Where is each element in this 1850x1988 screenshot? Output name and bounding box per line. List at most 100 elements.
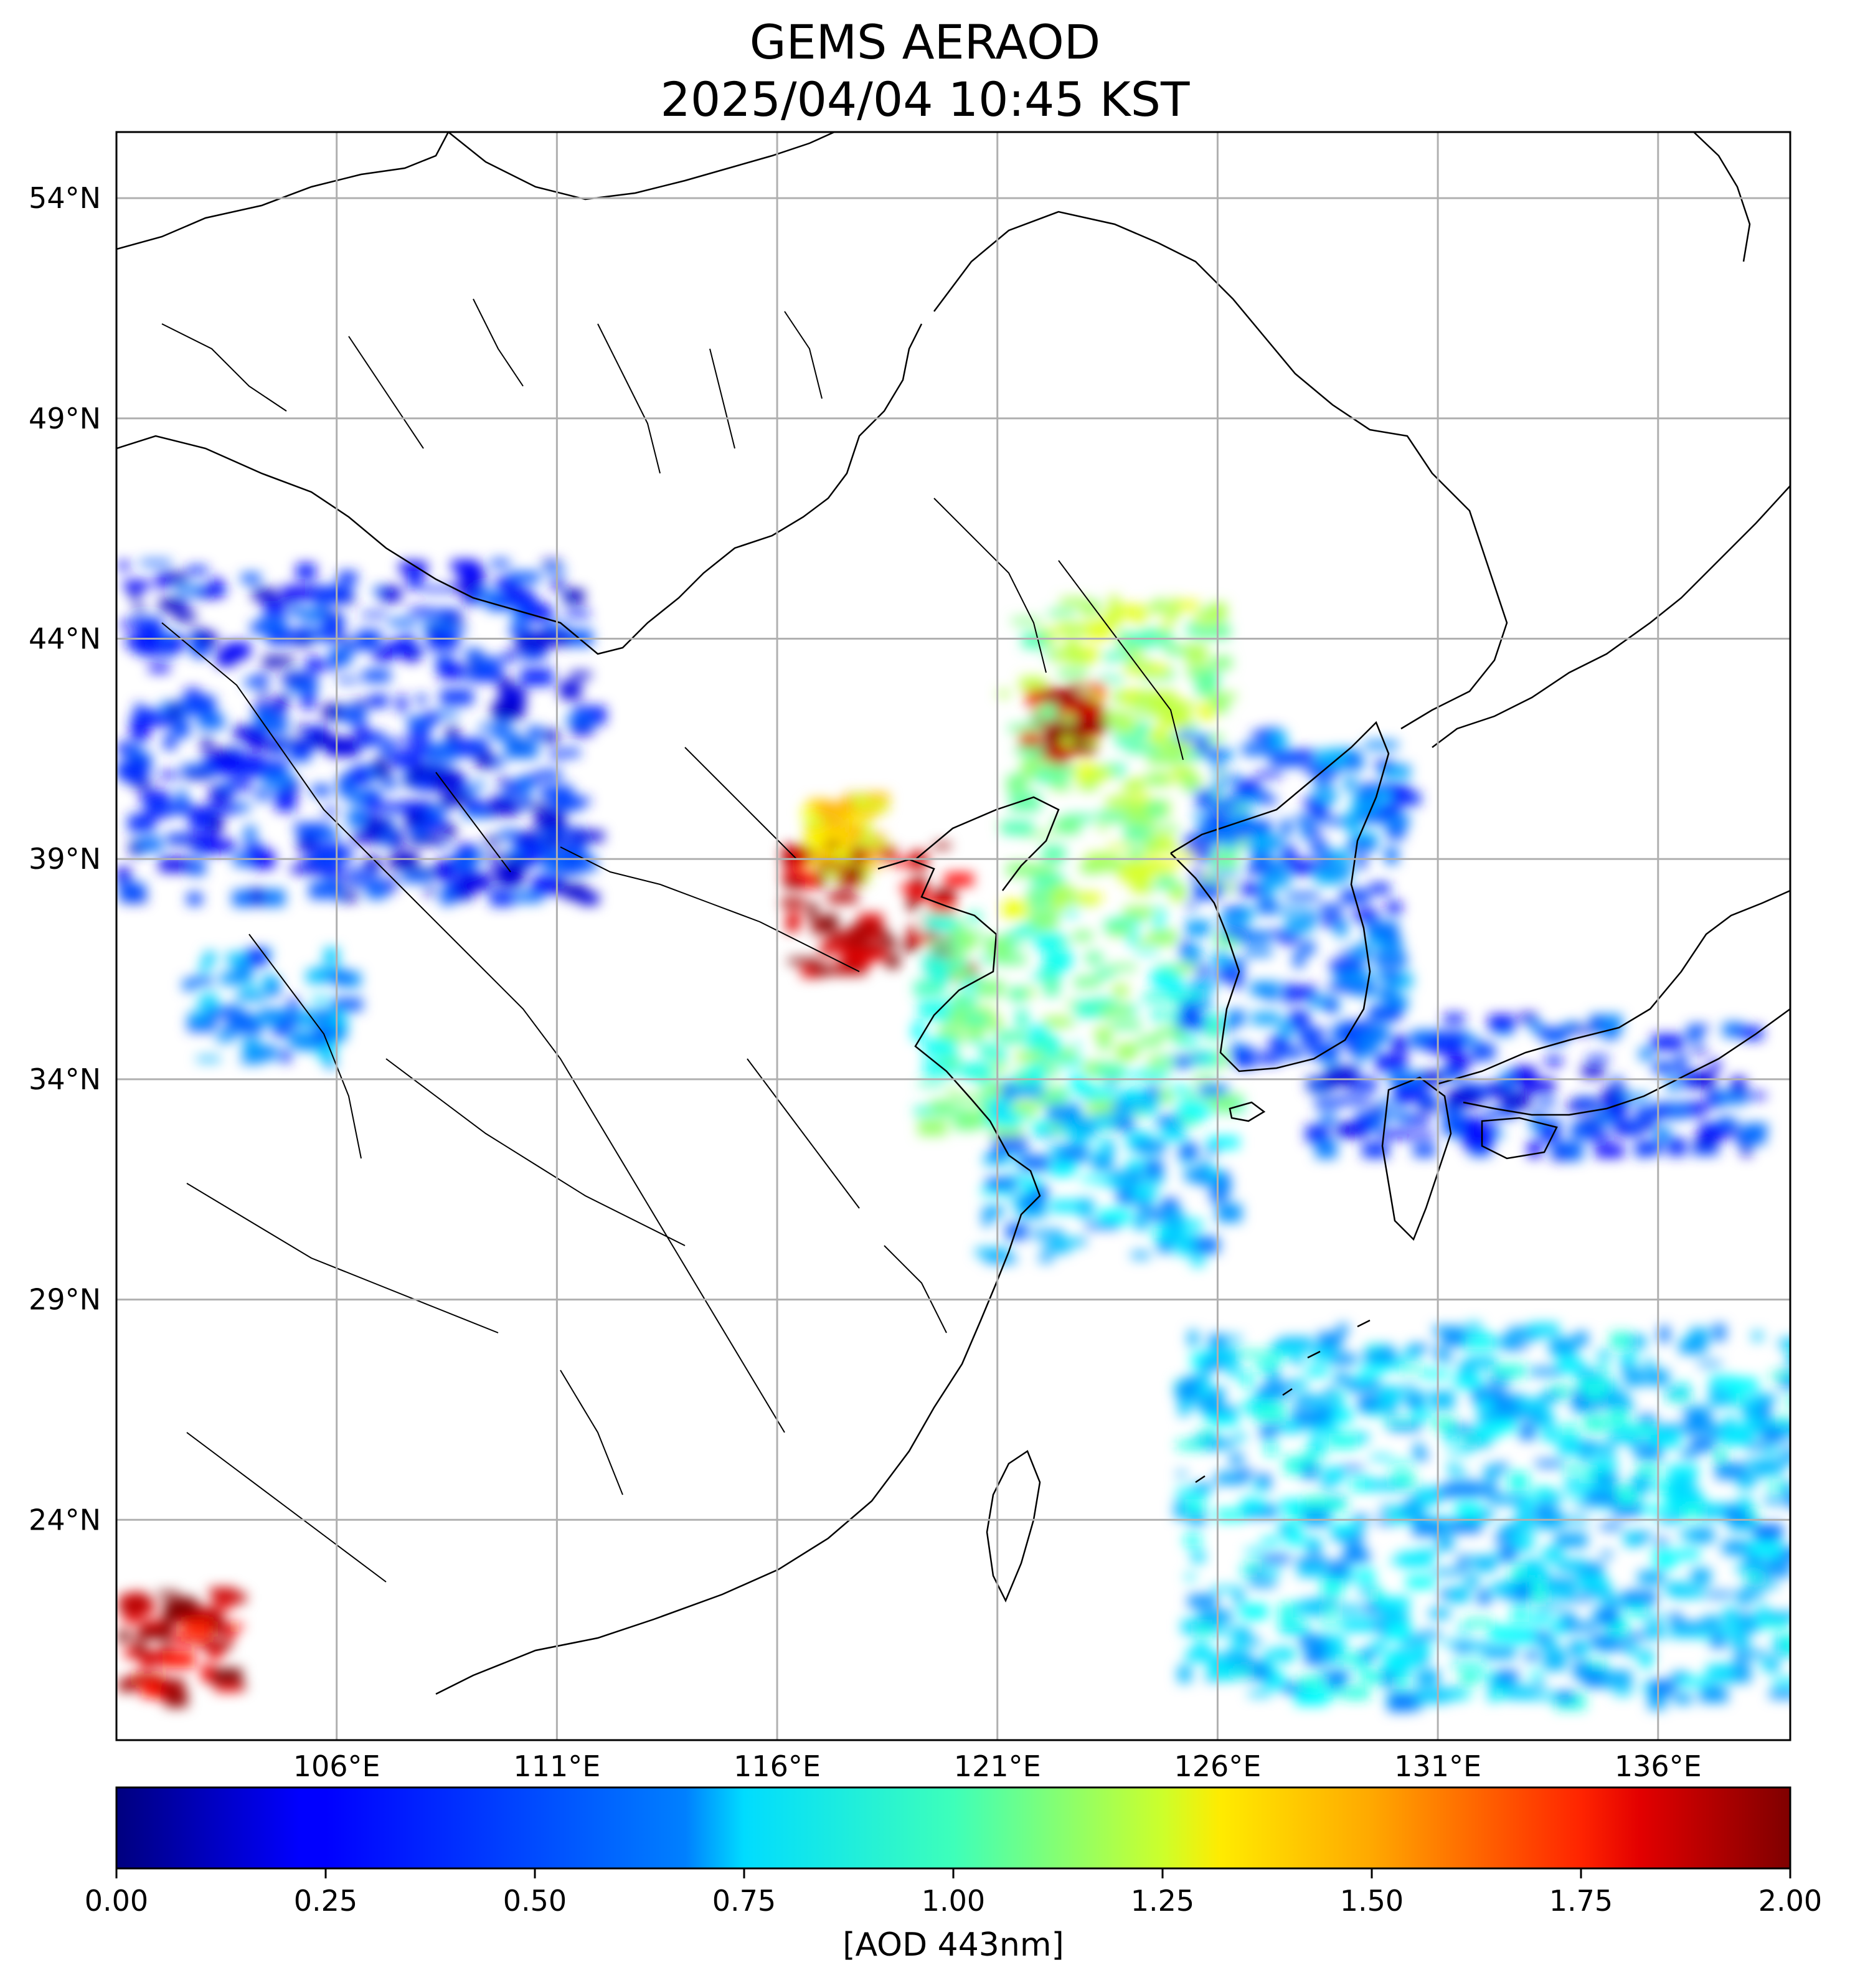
aod-pixel (1177, 1665, 1192, 1683)
aod-pixel (1510, 1342, 1527, 1350)
aod-pixel (187, 566, 208, 575)
aod-pixel (1050, 1200, 1079, 1213)
lat-tick-label: 54°N (29, 181, 101, 215)
aod-pixel (1726, 1378, 1758, 1393)
aod-pixel (1347, 840, 1376, 851)
aod-pixel (1268, 1649, 1291, 1654)
aod-pixel (1244, 1638, 1262, 1645)
aod-pixel (1672, 1621, 1704, 1629)
aod-pixel (1749, 1541, 1782, 1558)
aod-pixel (401, 871, 432, 883)
aod-pixel (1215, 1509, 1245, 1521)
aod-pixel (486, 656, 512, 663)
aod-pixel (1465, 1336, 1496, 1350)
aod-pixel (1174, 1500, 1186, 1519)
aod-pixel (1095, 1140, 1107, 1147)
aod-pixel (1185, 920, 1211, 936)
aod-pixel (1551, 1142, 1574, 1155)
aod-pixel (1770, 1689, 1790, 1699)
aod-pixel (1379, 988, 1398, 1000)
aod-pixel (1679, 1340, 1707, 1354)
aod-pixel (1587, 1055, 1609, 1062)
aod-pixel (1205, 1024, 1222, 1039)
aod-pixel (280, 674, 305, 682)
aod-pixel (1259, 797, 1278, 804)
aod-pixel (297, 825, 324, 839)
aod-pixel (1191, 1551, 1206, 1563)
aod-pixel (1049, 1147, 1064, 1155)
aod-pixel (1195, 678, 1217, 696)
aod-pixel (1353, 1376, 1374, 1384)
aod-pixel (1609, 1625, 1629, 1635)
aod-pixel (338, 571, 357, 584)
aod-pixel (1666, 1582, 1688, 1596)
aod-pixel (1097, 811, 1131, 822)
aod-pixel (1283, 1422, 1300, 1433)
aod-pixel (185, 773, 212, 780)
aod-pixel (1714, 1449, 1727, 1462)
aod-pixel (275, 792, 296, 812)
aod-pixel (423, 764, 453, 770)
aod-pixel (1752, 1331, 1763, 1341)
aod-pixel (1384, 815, 1410, 827)
aod-pixel (953, 1117, 979, 1131)
aod-pixel (201, 840, 235, 853)
aod-pixel (225, 1629, 235, 1640)
aod-pixel (1433, 1568, 1461, 1576)
aod-pixel (1270, 930, 1288, 938)
aod-pixel (1265, 1442, 1277, 1456)
aod-pixel (1131, 711, 1160, 717)
taiwan (986, 1450, 1041, 1603)
aod-pixel (1209, 871, 1238, 878)
aod-pixel (1433, 1417, 1455, 1430)
aod-pixel (381, 586, 401, 602)
aod-pixel (1328, 983, 1349, 991)
aod-pixel (234, 963, 253, 982)
aod-pixel (437, 861, 454, 881)
aod-pixel (1293, 758, 1313, 764)
aod-pixel (822, 914, 838, 932)
russia-mongolia-border (116, 132, 835, 250)
aod-pixel (1511, 1607, 1529, 1622)
aod-pixel (1293, 950, 1304, 968)
aod-pixel (1317, 860, 1329, 870)
aod-pixel (912, 1022, 925, 1041)
aod-pixel (138, 837, 163, 851)
aod-pixel (560, 854, 590, 861)
aod-pixel (1090, 693, 1102, 701)
aod-pixel (1549, 1337, 1577, 1356)
aod-pixel (885, 937, 897, 950)
aod-pixel (1387, 826, 1405, 840)
liaodong-coast (915, 796, 1060, 891)
aod-pixel (259, 690, 268, 698)
aod-pixel (391, 739, 415, 744)
lon-tick-label: 136°E (1615, 1749, 1702, 1783)
aod-pixel (1119, 1072, 1153, 1078)
aod-pixel (1363, 973, 1394, 980)
aod-pixel (1591, 1018, 1603, 1026)
aod-pixel (1765, 1497, 1782, 1505)
aod-pixel (1245, 1548, 1263, 1555)
aod-pixel (490, 890, 514, 906)
aod-pixel (1148, 749, 1180, 765)
aod-pixel (1477, 1590, 1491, 1605)
aod-pixel (1212, 952, 1230, 965)
aod-pixel (1204, 693, 1237, 700)
aod-pixel (1211, 656, 1232, 670)
aod-pixel (516, 831, 540, 843)
aod-pixel (1341, 1465, 1364, 1472)
aod-pixel (1719, 1503, 1740, 1511)
aod-pixel (1087, 1100, 1117, 1115)
aod-pixel (158, 772, 179, 779)
aod-pixel (1196, 1392, 1224, 1410)
aod-pixel (230, 1010, 248, 1027)
aod-pixel (560, 681, 582, 699)
aod-pixel (1186, 901, 1196, 910)
aod-pixel (1146, 690, 1176, 709)
aod-pixel (1389, 1461, 1412, 1467)
aod-pixel (1688, 1102, 1722, 1107)
aod-pixel (1741, 1650, 1767, 1659)
aod-pixel (486, 805, 520, 816)
aod-pixel (1489, 1679, 1512, 1688)
lat-tick-label: 44°N (29, 622, 101, 656)
